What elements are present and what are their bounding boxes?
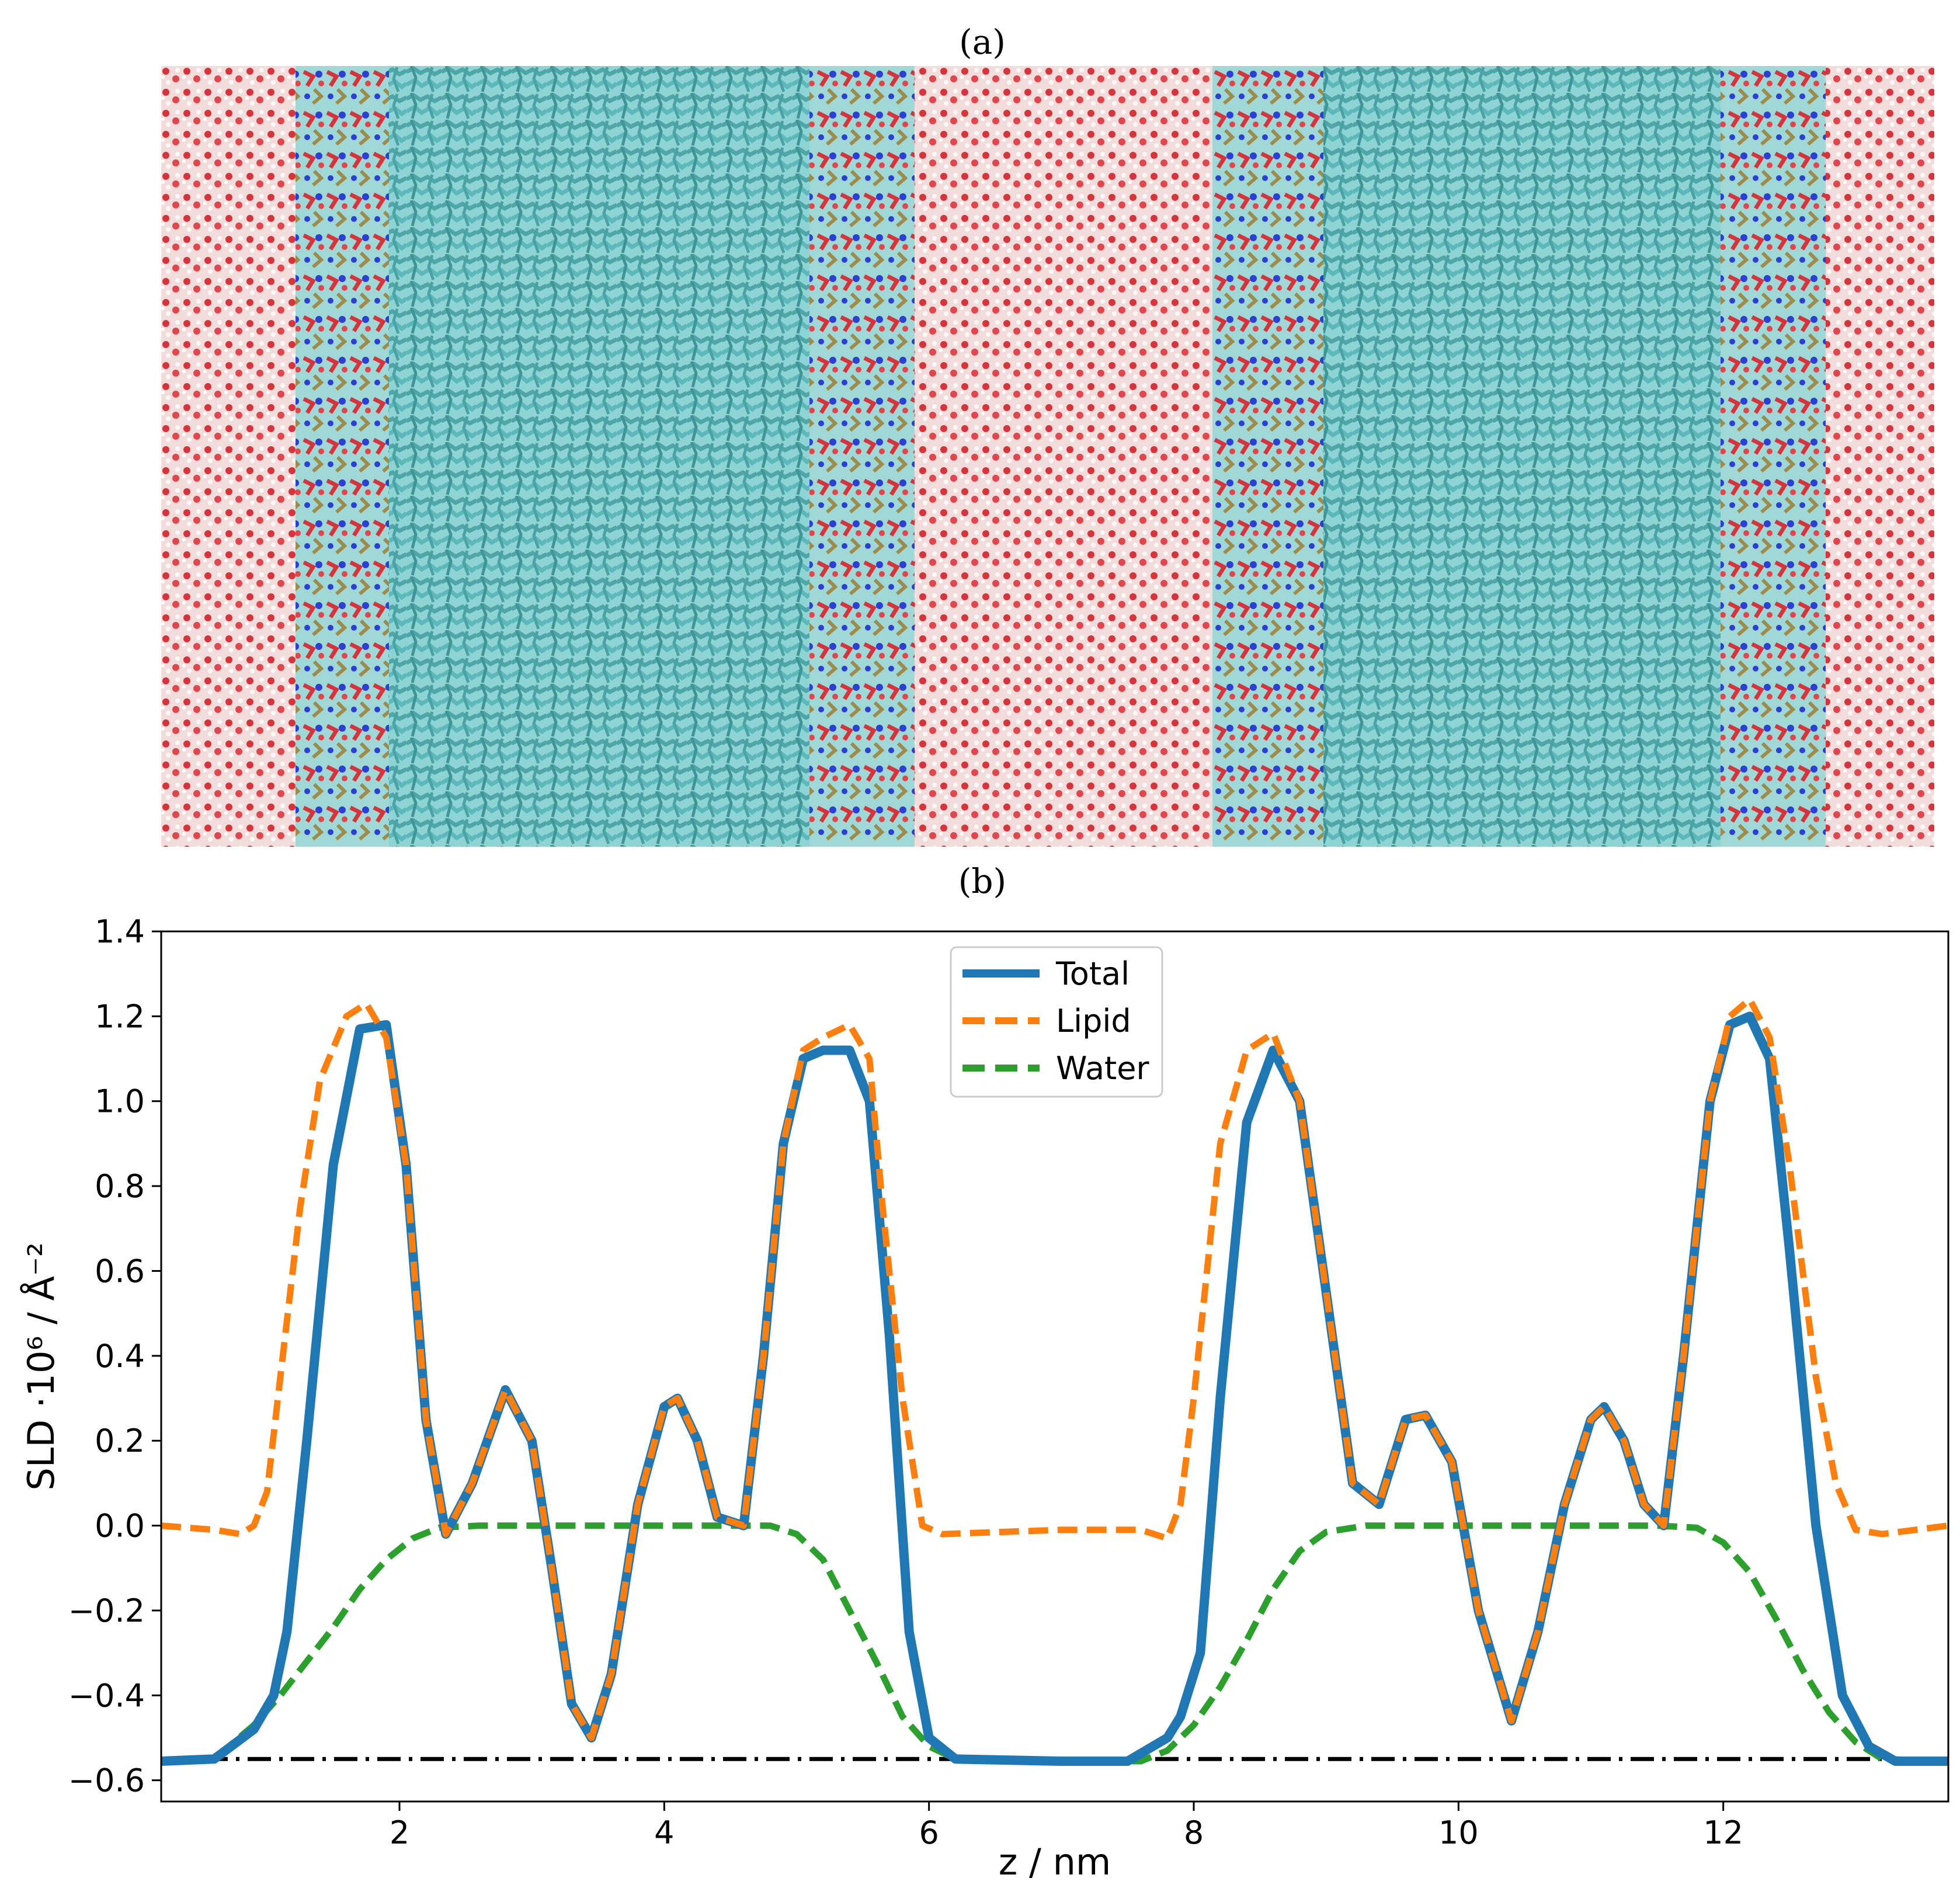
x-axis: 2 4 6 8 10 12: [390, 1801, 1743, 1851]
y-tick-label: 0.8: [95, 1168, 145, 1205]
panel-b-label: (b): [958, 861, 1007, 901]
y-axis: −0.6 −0.4 −0.2 0.0 0.2 0.4 0.6 0.8 1.0 1.2 1.4: [68, 913, 161, 1799]
y-axis-title: SLD ·10⁶ / Å⁻²: [20, 1242, 62, 1490]
headgroup-region-2: [809, 66, 920, 847]
x-tick-label: 2: [390, 1814, 409, 1851]
y-tick-label: −0.6: [68, 1762, 145, 1799]
y-tick-label: 0.2: [95, 1423, 145, 1459]
water-region-right: [1826, 66, 1934, 847]
legend-water-label: Water: [1056, 1050, 1149, 1087]
legend-box: [950, 946, 1163, 1098]
headgroup-region-4: [1721, 66, 1832, 847]
headgroup-region-3: [1212, 66, 1329, 847]
legend-lipid-label: Lipid: [1056, 1003, 1131, 1039]
y-tick-label: 1.0: [95, 1083, 145, 1120]
x-tick-label: 10: [1438, 1814, 1479, 1851]
y-tick-label: 1.4: [95, 913, 145, 950]
x-tick-label: 6: [919, 1814, 939, 1851]
md-snapshot-image: [161, 66, 1934, 847]
series-line-water: [161, 1522, 1949, 1765]
y-tick-label: −0.4: [68, 1677, 145, 1714]
x-tick-label: 12: [1703, 1814, 1743, 1851]
water-region-center: [915, 66, 1218, 847]
headgroup-region-1: [296, 66, 395, 847]
lipid-tail-region-2: [1323, 66, 1732, 847]
x-tick-label: 8: [1184, 1814, 1204, 1851]
legend: Total Lipid Water: [950, 946, 1163, 1098]
x-tick-label: 4: [654, 1814, 674, 1851]
y-tick-label: 0.6: [95, 1253, 145, 1289]
series-layer: [161, 996, 1949, 1766]
y-tick-label: −0.2: [68, 1592, 145, 1629]
y-tick-label: 1.2: [95, 998, 145, 1035]
series-line-lipid: [161, 996, 1949, 1741]
plot-frame: [160, 930, 1949, 1803]
x-axis-title: z / nm: [999, 1841, 1111, 1883]
y-tick-label: 0.4: [95, 1338, 145, 1375]
lipid-tail-region-1: [389, 66, 821, 847]
legend-total-label: Total: [1055, 955, 1130, 992]
y-tick-label: 0.0: [95, 1508, 145, 1545]
panel-a-label: (a): [959, 22, 1006, 62]
water-region-left: [161, 66, 307, 847]
